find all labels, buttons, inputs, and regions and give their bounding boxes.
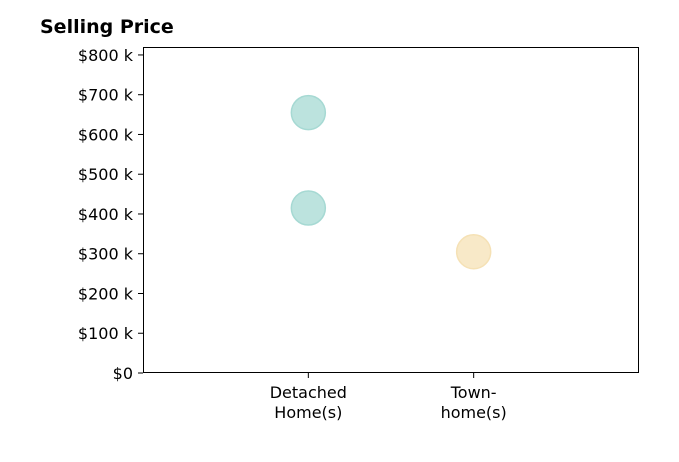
x-tick-label-line: Detached bbox=[270, 383, 347, 402]
y-tick-label: $200 k bbox=[78, 284, 134, 303]
data-point bbox=[455, 233, 492, 270]
x-tick-label-line: home(s) bbox=[441, 403, 507, 422]
plot-frame bbox=[143, 47, 639, 373]
y-tick-label: $400 k bbox=[78, 205, 134, 224]
chart-title: Selling Price bbox=[40, 16, 174, 38]
data-point bbox=[290, 190, 327, 226]
y-tick-label: $800 k bbox=[78, 46, 134, 65]
x-axis: Detached Home(s) Town-home(s) bbox=[270, 373, 507, 422]
y-tick-label: $700 k bbox=[78, 86, 134, 105]
y-axis: $0 $100 k $200 k $300 k $400 k $500 k $600 k $7… bbox=[78, 46, 143, 383]
y-tick-label: $300 k bbox=[78, 245, 134, 264]
data-points bbox=[290, 94, 492, 270]
y-tick-label: $600 k bbox=[78, 125, 134, 144]
x-tick-label: Detached Home(s) bbox=[270, 383, 347, 422]
y-tick-label: $0 bbox=[113, 364, 133, 383]
x-tick-label: Town-home(s) bbox=[441, 383, 507, 422]
y-tick-label: $100 k bbox=[78, 324, 134, 343]
x-tick-label-line: Town- bbox=[450, 383, 497, 402]
x-tick-label-line: Home(s) bbox=[274, 403, 342, 422]
y-tick-label: $500 k bbox=[78, 165, 134, 184]
data-point bbox=[290, 94, 327, 131]
